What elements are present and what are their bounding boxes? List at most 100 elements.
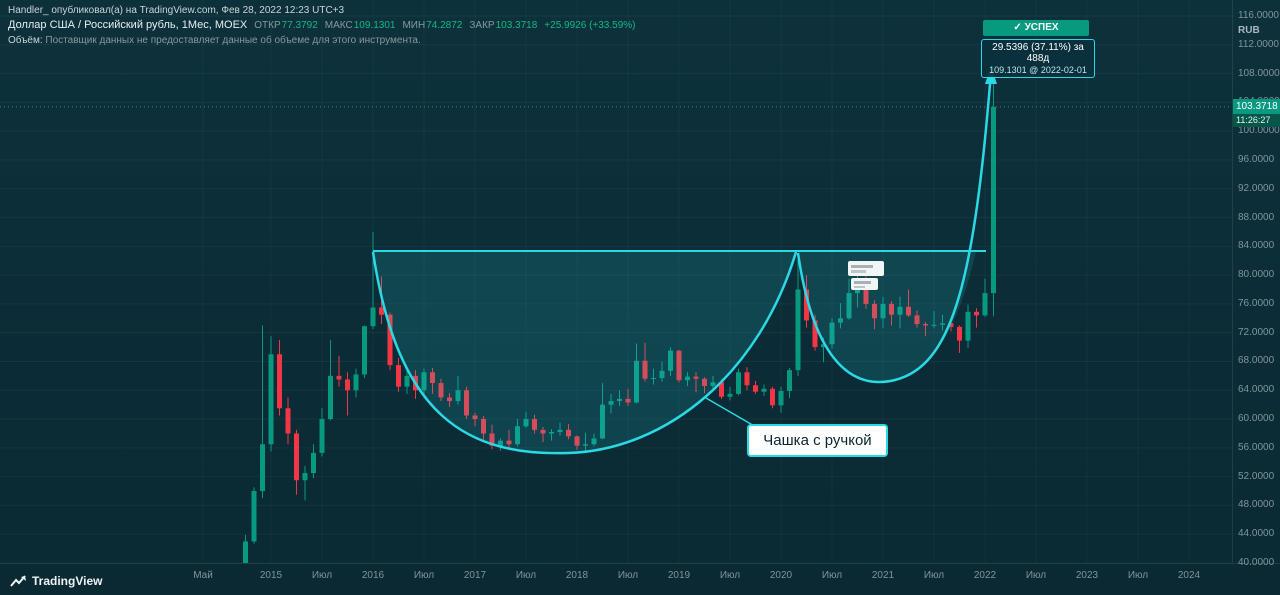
candle[interactable] [634,343,639,404]
candle[interactable] [438,378,444,402]
candle[interactable] [251,487,257,544]
candle[interactable] [838,303,843,329]
candle[interactable] [396,357,401,392]
candles[interactable] [235,65,997,588]
candle[interactable] [914,310,920,328]
handle-breakout-curve[interactable] [796,83,992,384]
cup-fill[interactable] [373,251,796,454]
candle[interactable] [829,318,835,349]
candle[interactable] [600,383,605,440]
candle[interactable] [753,380,758,394]
candle[interactable] [515,419,520,447]
candle[interactable] [608,393,614,414]
candle[interactable] [846,278,852,320]
candle[interactable] [311,444,316,479]
price-axis[interactable]: RUB 103.3718 11:26:27 116.0000 112.0000 10… [1232,0,1280,568]
published-byline[interactable]: Handler_ опубликовал(а) на TradingView.c… [8,5,345,16]
success-badge[interactable]: ✓ УСПЕХ [983,20,1089,36]
candle[interactable] [481,416,486,441]
candle[interactable] [574,435,580,451]
candle[interactable] [889,301,894,326]
candle[interactable] [277,339,282,416]
candle[interactable] [702,377,707,394]
candle[interactable] [693,372,699,393]
candle[interactable] [974,308,979,328]
candle[interactable] [931,311,937,329]
measure-label[interactable]: 29.5396 (37.11%) за 488д 109.1301 @ 2022… [981,39,1095,78]
candle[interactable] [498,438,503,451]
candle[interactable] [540,426,546,443]
candle[interactable] [625,388,631,407]
candle[interactable] [583,432,588,451]
tradingview-logo[interactable]: TradingView [10,574,102,588]
candle[interactable] [243,534,248,570]
last-price-label[interactable]: 103.3718 [1233,98,1280,114]
candle[interactable] [362,325,367,379]
candle[interactable] [685,372,690,386]
candle[interactable] [872,300,877,330]
symbol-title[interactable]: Доллар США / Российский рубль, 1Мес, MOE… [8,19,248,31]
candle[interactable] [523,411,529,428]
candle[interactable] [353,368,359,398]
handle-fill[interactable] [798,251,976,381]
candle[interactable] [778,386,784,413]
pattern-label[interactable]: Чашка с ручкой [747,424,888,457]
candle[interactable] [319,408,325,457]
candle[interactable] [787,367,792,399]
candle[interactable] [710,375,716,389]
candle[interactable] [294,429,299,495]
candle[interactable] [795,253,801,376]
candle[interactable] [982,278,988,317]
candle[interactable] [668,347,673,376]
candle[interactable] [506,429,512,450]
candle[interactable] [676,349,682,383]
candle[interactable] [404,368,410,394]
candle[interactable] [447,393,452,407]
candle[interactable] [557,422,563,436]
candle[interactable] [336,355,342,387]
candle[interactable] [532,414,537,434]
candle[interactable] [642,342,648,382]
candle[interactable] [566,424,571,440]
candle[interactable] [302,465,308,501]
candle[interactable] [387,312,393,371]
candle[interactable] [651,368,656,385]
candle[interactable] [744,367,750,391]
candle[interactable] [906,289,911,317]
pattern-pointer-line[interactable] [705,397,757,428]
candle[interactable] [464,386,469,420]
candle[interactable] [940,314,945,331]
candle[interactable] [761,384,767,397]
candle[interactable] [285,397,291,445]
candle[interactable] [421,368,427,399]
candle[interactable] [770,386,775,409]
candle[interactable] [455,375,461,405]
candle[interactable] [617,390,622,407]
candle[interactable] [345,372,350,416]
candle[interactable] [591,433,597,447]
time-axis[interactable]: Май 2015 Июл 2016 Июл 2017 Июл 2018 Июл 2019 Июл 20… [0,563,1280,595]
close-label: ЗАКР [469,20,495,31]
candle[interactable] [727,386,733,401]
candle[interactable] [260,325,265,499]
candle[interactable] [923,321,928,337]
candle[interactable] [472,412,478,427]
candle[interactable] [957,325,962,353]
candle[interactable] [991,65,996,317]
candle[interactable] [736,368,741,396]
candle[interactable] [370,231,376,330]
candle[interactable] [549,429,554,441]
candle[interactable] [659,361,665,382]
candle[interactable] [965,304,971,348]
candle[interactable] [328,339,333,421]
note-tag[interactable] [848,261,884,276]
candle[interactable] [897,296,903,329]
note-tags[interactable] [848,261,884,290]
candle[interactable] [268,336,274,452]
candle[interactable] [430,367,435,394]
cup-and-handle-drawing[interactable] [371,66,997,455]
candle[interactable] [804,275,809,328]
candle[interactable] [880,296,886,329]
cup-curve[interactable] [371,251,798,455]
